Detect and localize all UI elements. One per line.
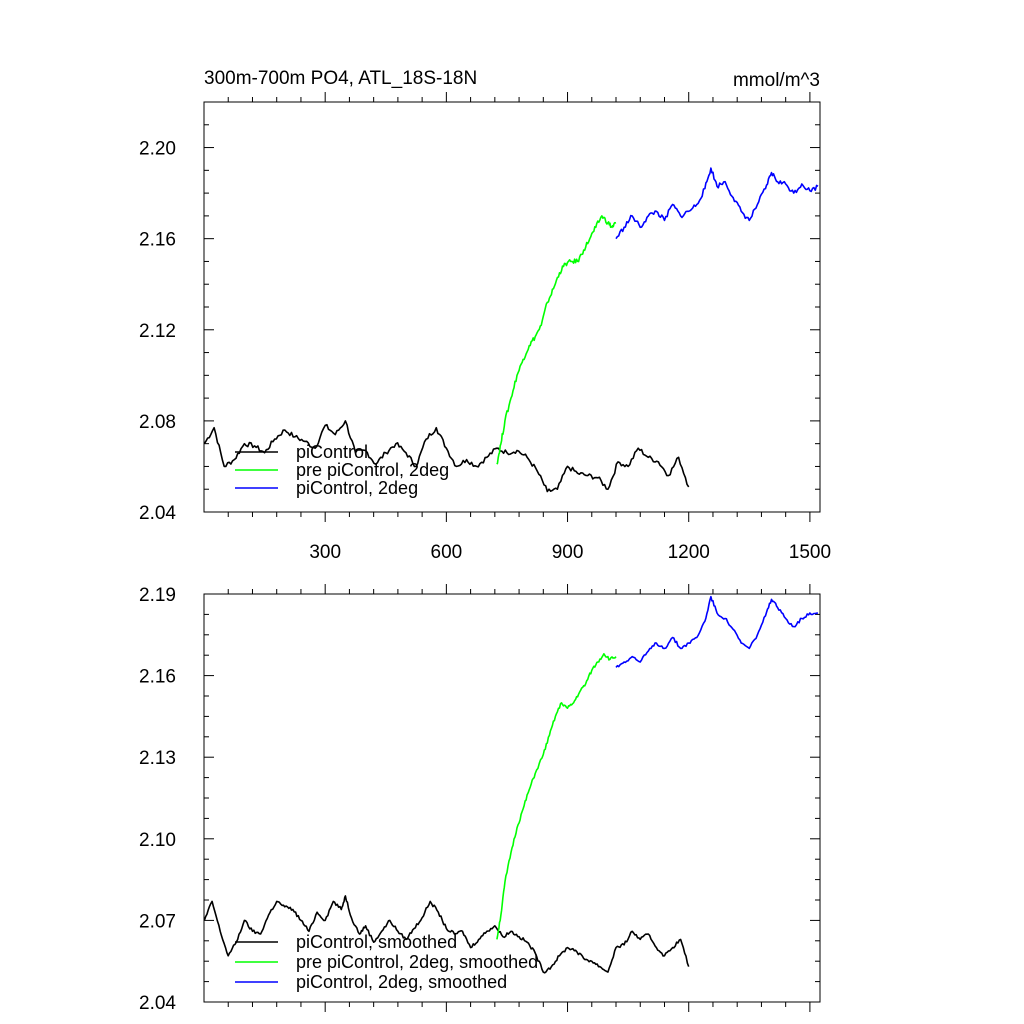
y-tick-label: 2.04 <box>139 993 176 1014</box>
x-tick-label: 600 <box>431 542 463 563</box>
y-tick-label: 2.04 <box>139 503 176 524</box>
series-line-3 <box>615 167 819 240</box>
y-tick-label: 2.07 <box>139 911 176 932</box>
y-tick-label: 2.12 <box>139 321 176 342</box>
y-tick-label: 2.10 <box>139 830 176 851</box>
x-tick-label: 300 <box>309 542 341 563</box>
y-tick-label: 2.08 <box>139 412 176 433</box>
bottom-panel: 2.04 2.07 2.10 2.13 2.16 2.19 piControl, smoot… <box>139 584 821 1014</box>
chart-title: 300m-700m PO4, ATL_18S-18N <box>204 68 477 89</box>
x-tick-label: 1200 <box>668 542 710 563</box>
series-line-1 <box>203 895 690 974</box>
legend-label: piControl, 2deg, smoothed <box>296 972 507 992</box>
top-panel: 2.04 2.08 2.12 2.16 2.20 300 600 900 1200 1500 piC… <box>139 92 831 563</box>
units-label: mmol/m^3 <box>733 70 820 91</box>
x-tick-label: 900 <box>552 542 584 563</box>
y-tick-label: 2.19 <box>139 585 176 606</box>
x-tick-label: 1500 <box>789 542 831 563</box>
y-tick-label: 2.20 <box>139 139 176 160</box>
y-tick-label: 2.13 <box>139 748 176 769</box>
y-tick-label: 2.16 <box>139 667 176 688</box>
series-line-2 <box>496 652 617 940</box>
series-line-1 <box>203 420 690 493</box>
legend-label: piControl <box>296 442 368 462</box>
series-line-2 <box>496 215 617 465</box>
legend-label: piControl, smoothed <box>296 932 457 952</box>
legend-label: pre piControl, 2deg <box>296 460 449 480</box>
y-tick-label: 2.16 <box>139 230 176 251</box>
series-line-3 <box>615 595 819 668</box>
legend-label: pre piControl, 2deg, smoothed <box>296 952 538 972</box>
legend-label: piControl, 2deg <box>296 478 418 498</box>
